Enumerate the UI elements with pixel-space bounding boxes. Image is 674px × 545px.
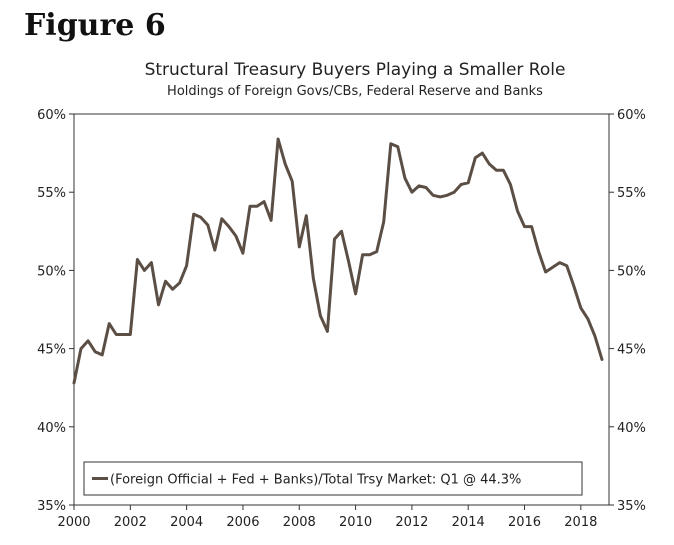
x-tick-label: 2008 xyxy=(283,515,316,530)
y-tick-label-right: 35% xyxy=(617,499,646,514)
x-tick-label: 2010 xyxy=(339,515,372,530)
y-tick-label-left: 60% xyxy=(37,108,66,123)
legend-box xyxy=(83,461,583,496)
figure-label: Figure 6 xyxy=(24,8,166,43)
y-tick-label-left: 55% xyxy=(37,186,66,201)
x-tick-label: 2018 xyxy=(564,515,597,530)
y-tick-label-left: 45% xyxy=(37,343,66,358)
x-tick-label: 2012 xyxy=(395,515,428,530)
x-tick-label: 2002 xyxy=(114,515,147,530)
x-tick-label: 2014 xyxy=(452,515,485,530)
series-layer xyxy=(72,137,604,385)
y-tick-label-right: 40% xyxy=(617,421,646,436)
legend-label: (Foreign Official + Fed + Banks)/Total T… xyxy=(110,473,521,488)
chart-subtitle: Holdings of Foreign Govs/CBs, Federal Re… xyxy=(167,84,543,99)
plot-frame xyxy=(73,113,610,506)
y-tick-label-right: 55% xyxy=(617,186,646,201)
x-tick-label: 2004 xyxy=(170,515,203,530)
y-tick-label-left: 40% xyxy=(37,421,66,436)
y-tick-label-right: 45% xyxy=(617,343,646,358)
x-tick-label: 2016 xyxy=(508,515,541,530)
x-tick-label: 2006 xyxy=(226,515,259,530)
x-tick-label: 2000 xyxy=(57,515,90,530)
y-tick-label-left: 35% xyxy=(37,499,66,514)
chart-title: Structural Treasury Buyers Playing a Sma… xyxy=(144,60,566,80)
y-tick-label-left: 50% xyxy=(37,264,66,279)
y-tick-label-right: 50% xyxy=(617,264,646,279)
y-tick-label-right: 60% xyxy=(617,108,646,123)
series-line xyxy=(72,137,604,385)
legend: (Foreign Official + Fed + Banks)/Total T… xyxy=(83,461,583,496)
chart-axes: 35% 35% 40% 40% 45% 45% 50% 50% 55% 55% 60% 60% 2000… xyxy=(37,108,646,530)
